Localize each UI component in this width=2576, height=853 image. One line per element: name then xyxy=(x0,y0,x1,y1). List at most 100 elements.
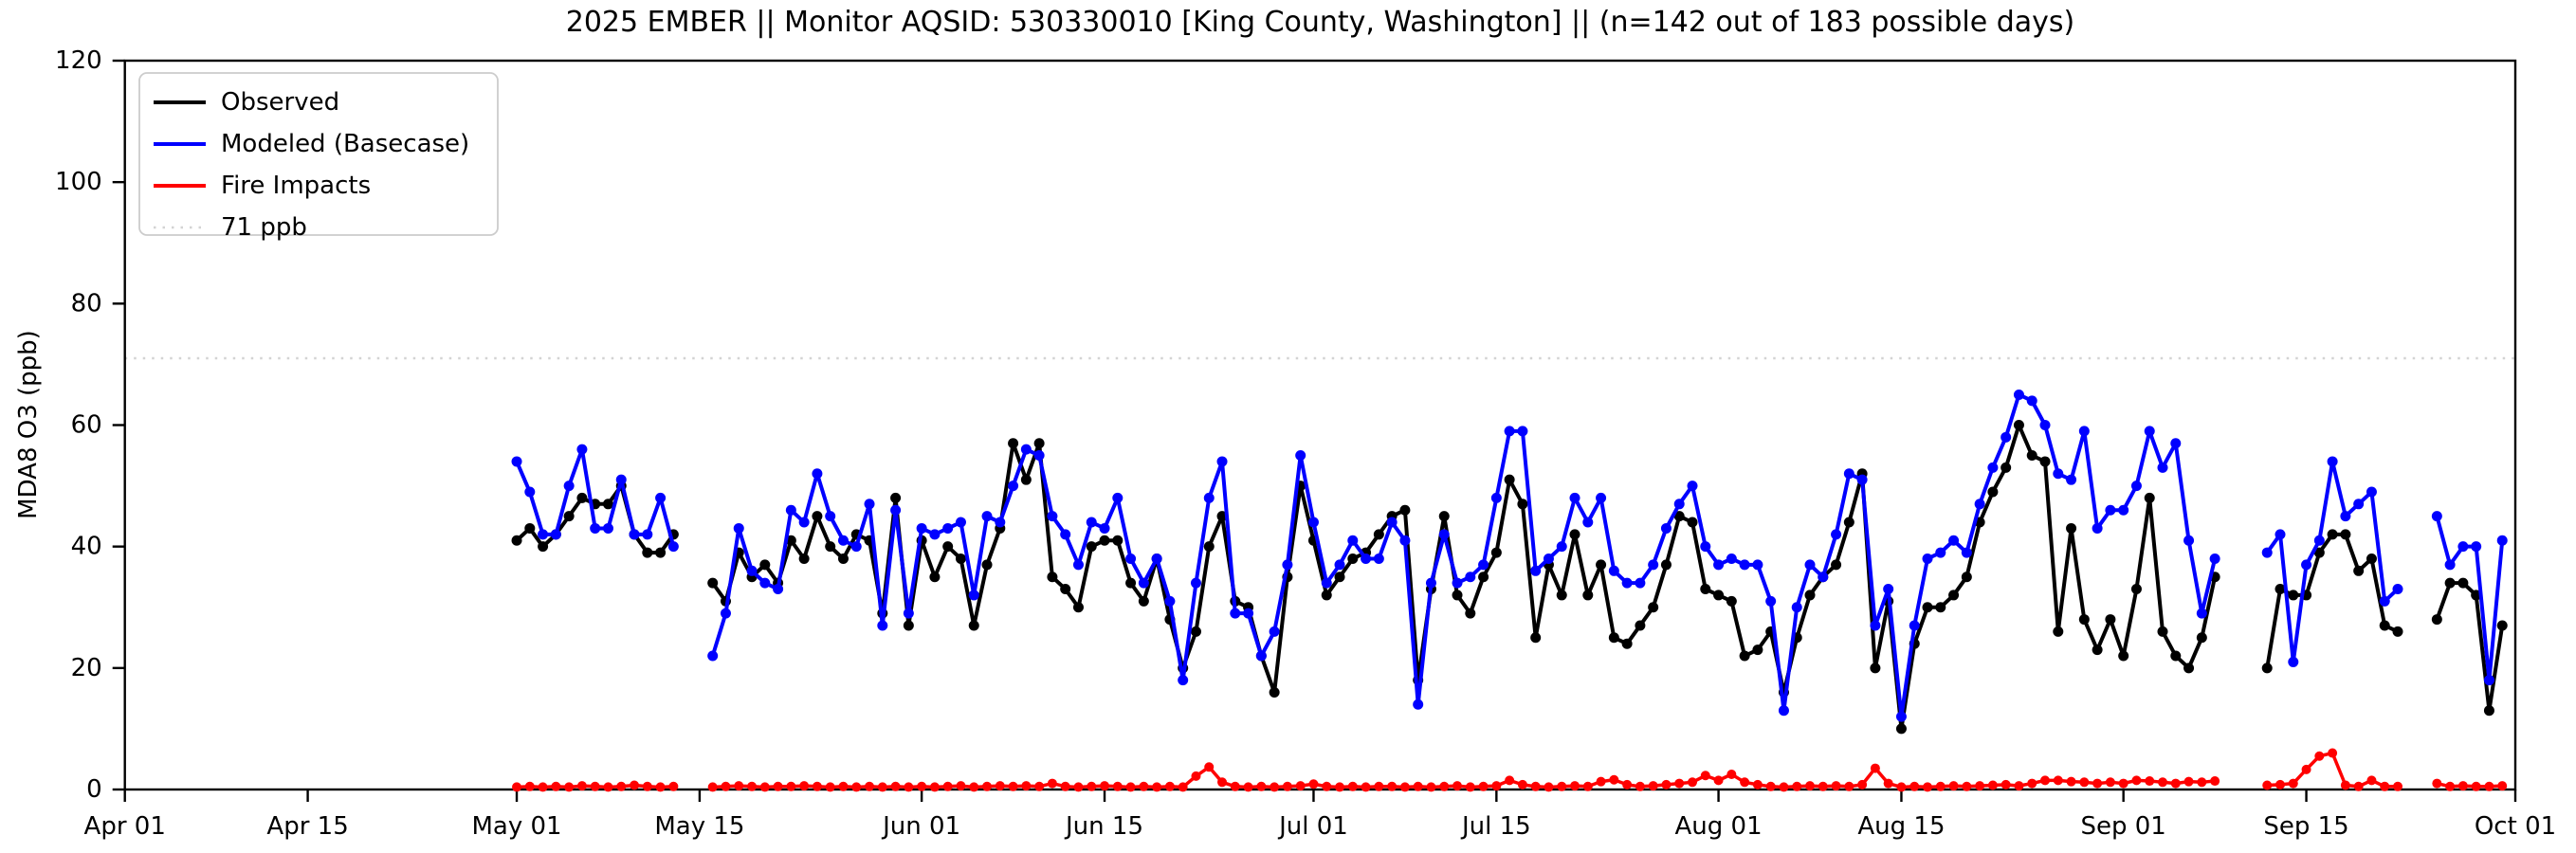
observed-series-marker xyxy=(1660,559,1672,571)
fire-impacts-series-marker xyxy=(1270,782,1280,792)
fire-impacts-series-marker xyxy=(616,781,627,791)
fire-impacts-series-marker xyxy=(1374,781,1384,791)
modeled-series-marker xyxy=(1543,553,1554,564)
modeled-series-marker xyxy=(2379,595,2390,607)
legend-observed-label: Observed xyxy=(221,88,339,117)
modeled-series-marker xyxy=(2275,529,2286,540)
fire-impacts-series-marker xyxy=(2275,779,2286,789)
modeled-series-marker xyxy=(1033,450,1045,462)
fire-impacts-series-marker xyxy=(1792,781,1802,791)
modeled-series-marker xyxy=(2118,504,2129,516)
fire-impacts-series-marker xyxy=(1139,781,1149,791)
fire-impacts-series-marker xyxy=(1387,781,1398,791)
observed-series-marker xyxy=(942,541,954,553)
modeled-series-marker xyxy=(1660,522,1672,534)
fire-impacts-series-line xyxy=(2267,751,2399,789)
fire-impacts-series-marker xyxy=(825,782,835,792)
fire-impacts-series-marker xyxy=(2145,776,2155,787)
modeled-series-marker xyxy=(1178,675,1189,686)
modeled-series-marker xyxy=(981,511,993,522)
fire-impacts-series-marker xyxy=(838,781,849,791)
modeled-series-marker xyxy=(1269,626,1280,637)
fire-impacts-series-marker xyxy=(1452,781,1463,791)
fire-impacts-series-marker xyxy=(1844,781,1854,791)
observed-series-marker xyxy=(2288,590,2299,601)
modeled-series-marker xyxy=(1190,577,1201,589)
observed-series-marker xyxy=(1608,632,1619,644)
fire-impacts-series-marker xyxy=(2353,781,2364,791)
modeled-series-marker xyxy=(1125,553,1137,564)
observed-series-marker xyxy=(1739,650,1750,662)
fire-impacts-series-marker xyxy=(2445,781,2456,791)
modeled-series-marker xyxy=(576,444,588,455)
fire-impacts-series-marker xyxy=(1256,781,1267,791)
fire-impacts-series-marker xyxy=(1674,778,1685,789)
observed-series-line xyxy=(2435,581,2505,713)
modeled-series-marker xyxy=(2261,547,2273,558)
x-tick-label: Jun 01 xyxy=(881,812,960,841)
fire-impacts-series-marker xyxy=(2014,781,2024,791)
fire-impacts-series-marker xyxy=(2210,776,2220,787)
modeled-series-marker xyxy=(825,511,836,522)
x-tick-label: May 15 xyxy=(654,812,744,841)
fire-impacts-series-marker xyxy=(512,782,522,792)
x-tick-label: Jul 01 xyxy=(1277,812,1348,841)
fire-impacts-series-marker xyxy=(1465,782,1475,792)
modeled-series-marker xyxy=(1856,474,1868,485)
modeled-series-marker xyxy=(538,529,549,540)
fire-impacts-series-marker xyxy=(1700,771,1710,781)
modeled-series-marker xyxy=(1138,577,1149,589)
fire-impacts-series-marker xyxy=(1021,781,1032,791)
y-tick-label: 80 xyxy=(71,289,102,318)
modeled-series-marker xyxy=(642,529,653,540)
fire-impacts-series-marker xyxy=(929,782,940,792)
modeled-series-marker xyxy=(890,504,902,516)
fire-impacts-series-marker xyxy=(1596,776,1606,787)
observed-series-marker xyxy=(2039,456,2051,467)
modeled-series-marker xyxy=(524,486,536,498)
fire-impacts-series-marker xyxy=(1896,782,1907,792)
fire-impacts-series-marker xyxy=(759,782,770,792)
fire-impacts-series-marker xyxy=(2328,748,2338,758)
modeled-series-marker xyxy=(2366,486,2377,498)
modeled-series-marker xyxy=(1569,492,1580,503)
fire-impacts-series-marker xyxy=(1661,779,1672,789)
observed-series-marker xyxy=(2053,626,2064,637)
modeled-series-marker xyxy=(1556,541,1567,553)
modeled-series-marker xyxy=(877,620,888,631)
fire-impacts-series-marker xyxy=(2340,780,2350,790)
y-axis-label: MDA8 O3 (ppb) xyxy=(14,330,43,519)
x-tick-label: Sep 01 xyxy=(2080,812,2165,841)
modeled-series-marker xyxy=(1060,529,1071,540)
fire-impacts-series-marker xyxy=(1870,763,1880,773)
observed-series-marker xyxy=(655,547,667,558)
fire-impacts-series-marker xyxy=(1413,781,1423,791)
observed-series-marker xyxy=(1726,595,1737,607)
modeled-series-marker xyxy=(1987,462,1999,473)
chart-title: 2025 EMBER || Monitor AQSID: 530330010 [… xyxy=(565,6,2075,39)
x-axis: Apr 01 Apr 15 May 01 May 15 Jun 01 Jun 15 Jul … xyxy=(84,789,2556,841)
modeled-series-marker xyxy=(1948,535,1960,546)
x-tick-label: Jul 15 xyxy=(1460,812,1531,841)
modeled-series-marker xyxy=(2130,481,2142,492)
modeled-series-marker xyxy=(1530,565,1542,576)
fire-impacts-series-marker xyxy=(1609,774,1619,785)
observed-series-marker xyxy=(524,522,536,534)
modeled-series-marker xyxy=(968,590,979,601)
modeled-series-marker xyxy=(2013,389,2024,400)
modeled-series-marker xyxy=(1687,481,1698,492)
fire-impacts-series-marker xyxy=(2457,781,2468,791)
observed-series-marker xyxy=(2092,644,2103,656)
observed-series-marker xyxy=(1334,572,1345,583)
modeled-series-marker xyxy=(1386,517,1398,528)
observed-series-marker xyxy=(1347,553,1359,564)
legend-box xyxy=(138,72,499,236)
fire-impacts-series-marker xyxy=(1060,781,1070,791)
observed-series-marker xyxy=(2340,529,2351,540)
observed-series-marker xyxy=(759,559,771,571)
modeled-series-marker xyxy=(1804,559,1816,571)
observed-series-marker xyxy=(1700,584,1711,595)
observed-series-marker xyxy=(1504,474,1515,485)
observed-series-marker xyxy=(2144,492,2155,503)
observed-series-marker xyxy=(968,620,979,631)
